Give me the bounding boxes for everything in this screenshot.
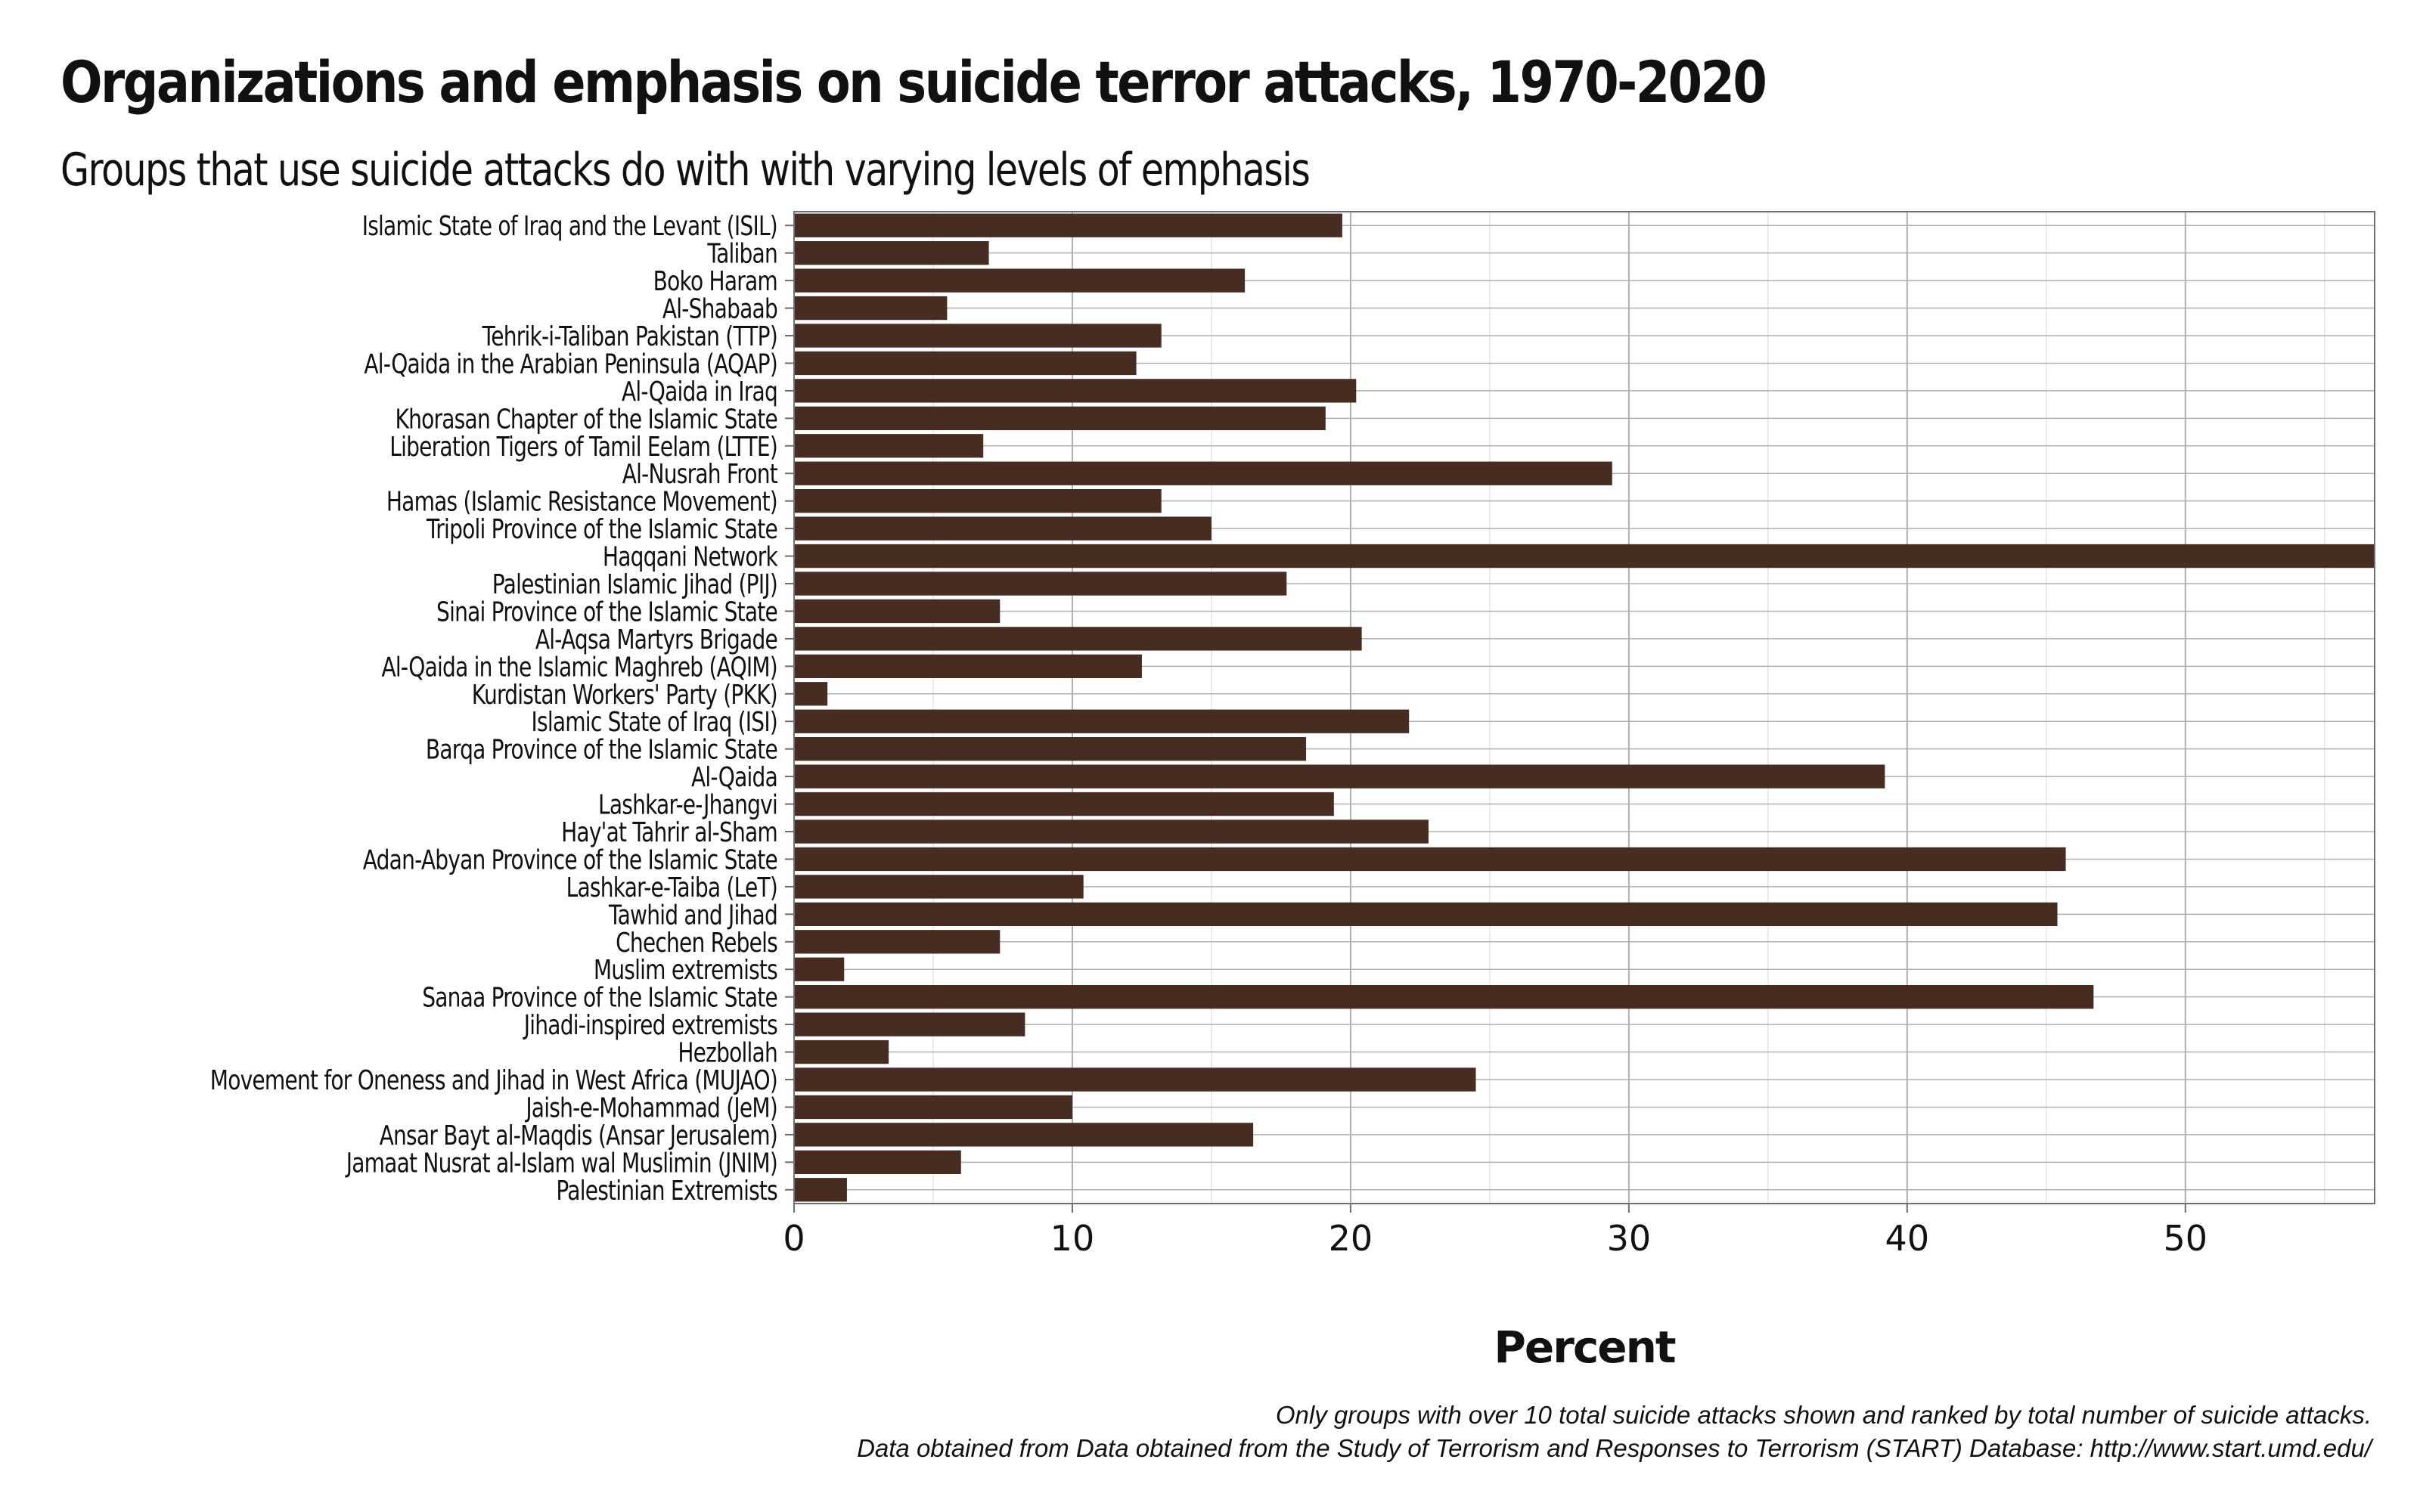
category-label: Muslim extremists <box>594 954 777 986</box>
bar <box>794 324 1162 348</box>
bar <box>794 792 1334 816</box>
bar <box>794 488 1162 513</box>
bar <box>794 875 1084 899</box>
category-label: Sinai Province of the Islamic State <box>436 596 777 627</box>
bar <box>794 1040 889 1064</box>
bar <box>794 1178 847 1202</box>
category-label: Ansar Bayt al-Maqdis (Ansar Jerusalem) <box>380 1119 777 1151</box>
category-label: Tawhid and Jihad <box>608 899 777 931</box>
category-label: Islamic State of Iraq and the Levant (IS… <box>362 210 777 242</box>
x-tick-label: 50 <box>2164 1218 2208 1259</box>
category-label: Palestinian Islamic Jihad (PIJ) <box>492 569 777 600</box>
bar <box>794 764 1885 789</box>
category-label: Tripoli Province of the Islamic State <box>426 513 777 545</box>
category-label: Sanaa Province of the Islamic State <box>422 981 777 1013</box>
chart-title: Organizations and emphasis on suicide te… <box>60 48 1767 116</box>
bar <box>794 1150 961 1175</box>
bar <box>794 1012 1025 1036</box>
bar <box>794 240 989 265</box>
bar <box>794 434 984 458</box>
bar <box>794 736 1307 761</box>
category-label: Al-Qaida in the Arabian Peninsula (AQAP) <box>364 348 777 380</box>
plot-border <box>793 211 2375 1204</box>
category-label: Chechen Rebels <box>616 926 777 958</box>
category-label: Liberation Tigers of Tamil Eelam (LTTE) <box>389 430 777 462</box>
bar <box>794 351 1137 376</box>
bar <box>794 627 1362 651</box>
category-label: Al-Qaida <box>691 761 777 793</box>
category-label: Tehrik-i-Taliban Pakistan (TTP) <box>482 321 777 352</box>
bar <box>794 268 1246 293</box>
category-labels: Islamic State of Iraq and the Levant (IS… <box>210 210 794 1207</box>
category-label: Lashkar-e-Taiba (LeT) <box>566 871 777 903</box>
category-label: Al-Nusrah Front <box>622 458 777 490</box>
x-axis-ticks: 0 10 20 30 40 50 <box>783 1204 2207 1259</box>
category-label: Adan-Abyan Province of the Islamic State <box>363 844 777 875</box>
bar <box>794 957 845 981</box>
bar <box>794 709 1410 733</box>
category-label: Jaish-e-Mohammad (JeM) <box>525 1092 777 1123</box>
category-label: Movement for Oneness and Jihad in West A… <box>210 1064 777 1096</box>
bar <box>794 516 1212 541</box>
category-label: Kurdistan Workers' Party (PKK) <box>472 678 777 710</box>
category-label: Taliban <box>706 237 777 269</box>
bar <box>794 902 2058 927</box>
bar <box>794 1067 1476 1092</box>
bar <box>794 1123 1254 1147</box>
bar <box>794 820 1429 844</box>
bar <box>794 847 2066 872</box>
chart-subtitle: Groups that use suicide attacks do with … <box>60 144 1311 197</box>
category-label: Haqqani Network <box>603 541 778 572</box>
category-label: Hezbollah <box>678 1036 777 1068</box>
x-tick-label: 40 <box>1885 1218 1930 1259</box>
bar <box>794 930 1001 954</box>
bar <box>794 654 1142 679</box>
bar <box>794 296 948 321</box>
category-label: Al-Aqsa Martyrs Brigade <box>535 623 777 655</box>
x-tick-label: 30 <box>1607 1218 1652 1259</box>
category-label: Lashkar-e-Jhangvi <box>598 789 777 820</box>
category-label: Palestinian Extremists <box>556 1174 777 1206</box>
x-axis-title: Percent <box>1494 1321 1675 1373</box>
x-tick-label: 10 <box>1050 1218 1095 1259</box>
x-tick-label: 20 <box>1329 1218 1373 1259</box>
bar <box>794 406 1326 431</box>
bar <box>794 572 1287 596</box>
bar <box>794 599 1001 624</box>
bar <box>794 984 2094 1009</box>
caption-line-2: Data obtained from Data obtained from th… <box>857 1434 2372 1462</box>
category-label: Barqa Province of the Islamic State <box>426 733 777 765</box>
bar <box>794 544 2375 569</box>
bar <box>794 1095 1072 1120</box>
category-label: Jihadi-inspired extremists <box>523 1009 777 1041</box>
category-label: Hay'at Tahrir al-Sham <box>561 816 777 848</box>
caption: Only groups with over 10 total suicide a… <box>857 1399 2372 1465</box>
category-label: Boko Haram <box>653 265 777 297</box>
category-label: Al-Qaida in the Islamic Maghreb (AQIM) <box>381 651 777 683</box>
bar <box>794 461 1612 485</box>
bar <box>794 213 1342 237</box>
category-label: Al-Qaida in Iraq <box>622 375 777 407</box>
bar <box>794 682 828 706</box>
x-tick-label: 0 <box>783 1218 805 1259</box>
category-label: Hamas (Islamic Resistance Movement) <box>386 485 777 517</box>
category-label: Al-Shabaab <box>662 293 777 324</box>
category-label: Khorasan Chapter of the Islamic State <box>395 403 777 435</box>
category-label: Jamaat Nusrat al-Islam wal Muslimin (JNI… <box>345 1147 777 1179</box>
bars <box>794 213 2375 1202</box>
category-label: Islamic State of Iraq (ISI) <box>531 706 777 738</box>
caption-line-1: Only groups with over 10 total suicide a… <box>1275 1401 2372 1429</box>
bar <box>794 379 1357 403</box>
